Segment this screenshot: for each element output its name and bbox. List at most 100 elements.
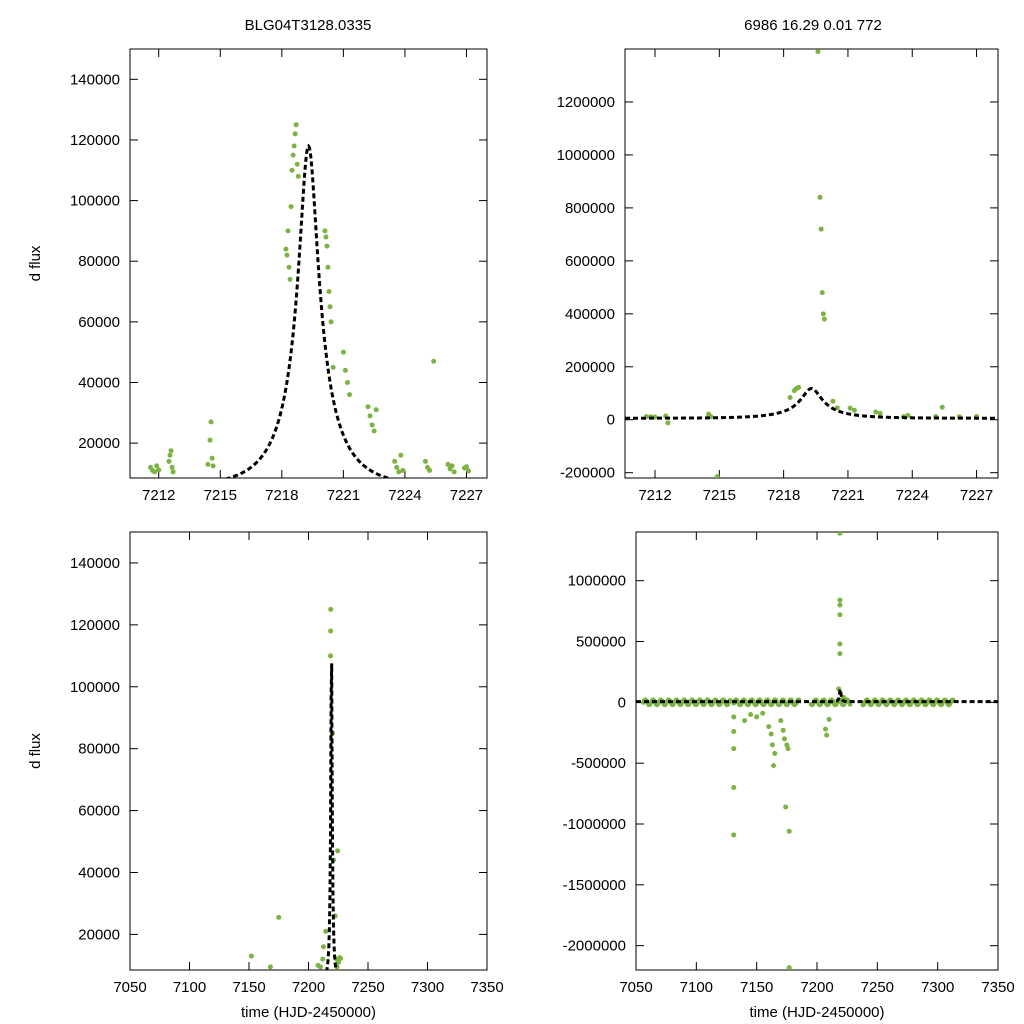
model-curve [223, 143, 394, 478]
data-point [815, 49, 821, 55]
y-tick-label: 140000 [70, 555, 120, 572]
x-tick-label: 7250 [861, 979, 894, 996]
data-point [170, 469, 176, 475]
data-point [365, 404, 371, 410]
x-tick-label: 7250 [351, 979, 384, 996]
top-right-title: 6986 16.29 0.01 772 [744, 17, 882, 34]
data-point [335, 848, 341, 854]
plot-frame [624, 48, 999, 479]
data-point [293, 122, 299, 128]
data-point [373, 407, 379, 413]
data-point [328, 653, 334, 659]
data-point [466, 468, 472, 474]
y-tick-label: -1500000 [563, 877, 626, 894]
y-tick-label: 120000 [70, 617, 120, 634]
data-point [769, 742, 775, 748]
data-point [772, 750, 778, 756]
data-point [328, 628, 334, 634]
x-tick-label: 7150 [740, 979, 773, 996]
x-tick-label: 7227 [450, 487, 483, 504]
x-tick-label: 7224 [388, 487, 421, 504]
data-point [837, 641, 843, 647]
data-point [748, 712, 754, 717]
data-point [152, 469, 158, 475]
data-point [396, 469, 402, 475]
data-point [877, 410, 883, 416]
x-tick-label: 7218 [265, 487, 298, 504]
data-point [371, 428, 377, 434]
x-tick-label: 7227 [960, 487, 993, 504]
data-point [731, 832, 737, 838]
data-point [837, 597, 843, 603]
data-point [847, 405, 853, 411]
data-point [786, 828, 792, 834]
data-point [342, 367, 348, 373]
data-point [207, 437, 213, 443]
data-point [847, 702, 853, 707]
data-point [209, 455, 215, 461]
x-tick-label: 7221 [831, 487, 864, 504]
y-tick-label: 140000 [70, 71, 120, 88]
data-point [327, 304, 333, 310]
x-tick-label: 7350 [470, 979, 503, 996]
data-point [369, 422, 375, 428]
data-point [168, 448, 174, 454]
x-tick-label: 7200 [292, 979, 325, 996]
data-point [837, 651, 843, 657]
y-tick-label: 1000000 [557, 147, 615, 164]
data-point [837, 612, 843, 618]
data-point [291, 143, 297, 149]
x-tick-label: 7218 [767, 487, 800, 504]
data-point [267, 964, 273, 970]
data-point [449, 463, 455, 469]
x-tick-label: 7300 [921, 979, 954, 996]
model-curve [636, 683, 998, 704]
top-left-title: BLG04T3128.0335 [245, 17, 372, 34]
data-point [210, 463, 216, 469]
data-point [731, 746, 737, 752]
data-point [781, 736, 787, 742]
data-point [154, 463, 160, 469]
data-point [818, 226, 824, 232]
x-tick-label: 7212 [638, 487, 671, 504]
data-point [286, 264, 292, 270]
data-point [290, 152, 296, 158]
x-tick-label: 7200 [800, 979, 833, 996]
x-axis-label: time (HJD-2450000) [749, 1004, 884, 1021]
data-point [837, 532, 843, 536]
data-point [335, 959, 341, 965]
model-curve [325, 663, 338, 970]
data-point [169, 464, 175, 470]
data-point [824, 732, 830, 738]
data-point [287, 276, 293, 282]
data-point [873, 409, 879, 415]
data-point [422, 458, 428, 464]
data-point [392, 458, 398, 464]
data-point [344, 379, 350, 385]
data-point [820, 311, 826, 317]
y-tick-label: 500000 [576, 634, 626, 651]
data-point [837, 602, 843, 608]
data-point [323, 928, 329, 934]
y-tick-label: 40000 [78, 374, 120, 391]
data-point [780, 727, 786, 733]
y-tick-label: 20000 [78, 926, 120, 943]
x-axis-label: time (HJD-2450000) [241, 1004, 376, 1021]
data-point [324, 243, 330, 249]
data-point [783, 804, 789, 810]
data-point [451, 469, 457, 475]
data-point [394, 464, 400, 470]
data-point [431, 358, 437, 364]
data-point [398, 452, 404, 458]
x-tick-label: 7150 [232, 979, 265, 996]
plot-frame [129, 531, 488, 971]
data-point [323, 234, 329, 240]
x-tick-label: 7050 [619, 979, 652, 996]
data-point [771, 763, 777, 769]
x-tick-label: 7212 [142, 487, 175, 504]
data-point [754, 714, 760, 720]
data-point [939, 404, 945, 410]
y-tick-label: 0 [618, 694, 626, 711]
data-point [288, 204, 294, 210]
